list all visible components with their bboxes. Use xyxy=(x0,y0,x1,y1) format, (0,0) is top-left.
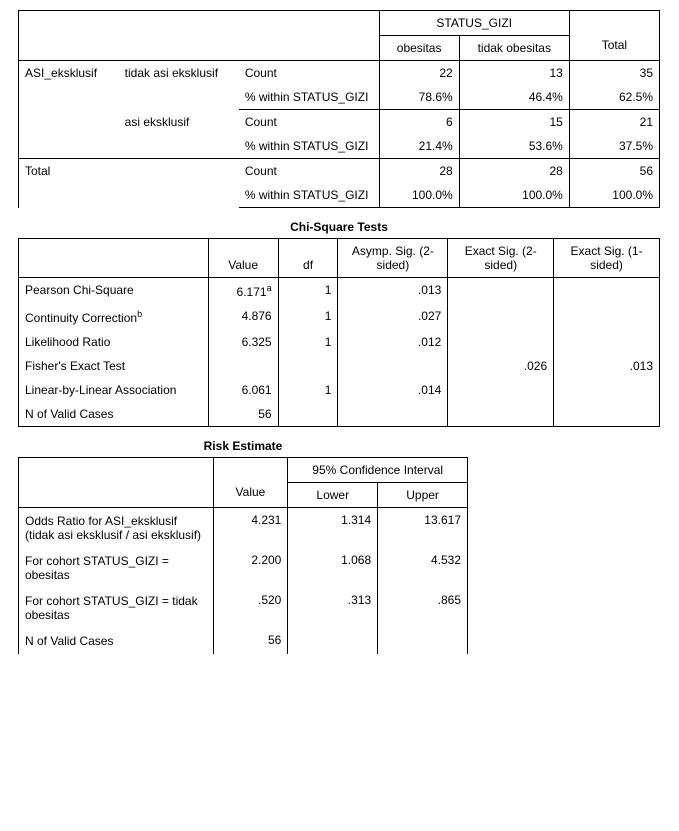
chisq-row-label: Fisher's Exact Test xyxy=(19,354,209,378)
measure-pct-3: % within STATUS_GIZI xyxy=(239,183,379,208)
chisq-cell xyxy=(448,330,554,354)
risk-cell: 4.532 xyxy=(378,548,468,588)
risk-row-label: For cohort STATUS_GIZI = obesitas xyxy=(19,548,214,588)
total-col-header: Total xyxy=(569,11,659,61)
chisq-cell xyxy=(278,354,338,378)
chisq-cell: 4.876 xyxy=(208,304,278,330)
risk-table: Value 95% Confidence Interval Lower Uppe… xyxy=(18,457,468,654)
g1-count-0: 6 xyxy=(379,110,459,135)
risk-h-0: Value xyxy=(213,458,288,508)
risk-cell: 1.068 xyxy=(288,548,378,588)
risk-cell: 56 xyxy=(213,628,288,654)
col-header-0: obesitas xyxy=(379,36,459,61)
g1-pct-2: 37.5% xyxy=(569,134,659,159)
chisq-h-0: Value xyxy=(208,239,278,278)
risk-cell: 4.231 xyxy=(213,508,288,549)
col-group-header: STATUS_GIZI xyxy=(379,11,569,36)
g1-pct-0: 21.4% xyxy=(379,134,459,159)
measure-count-2: Count xyxy=(239,110,379,135)
chisq-cell xyxy=(448,278,554,305)
tot-pct-1: 100.0% xyxy=(459,183,569,208)
chisq-cell xyxy=(208,354,278,378)
chisq-cell xyxy=(554,278,660,305)
g0-pct-0: 78.6% xyxy=(379,85,459,110)
measure-count: Count xyxy=(239,61,379,86)
chisq-cell: 6.325 xyxy=(208,330,278,354)
tot-count-2: 56 xyxy=(569,159,659,184)
risk-row-label: For cohort STATUS_GIZI = tidak obesitas xyxy=(19,588,214,628)
risk-row-label: N of Valid Cases xyxy=(19,628,214,654)
risk-ci-label: 95% Confidence Interval xyxy=(288,458,468,483)
g1-pct-1: 53.6% xyxy=(459,134,569,159)
risk-cell: 2.200 xyxy=(213,548,288,588)
chisq-cell xyxy=(338,402,448,427)
chisq-row-label: Linear-by-Linear Association xyxy=(19,378,209,402)
chisq-row-label: N of Valid Cases xyxy=(19,402,209,427)
chisq-cell xyxy=(448,402,554,427)
chisq-cell xyxy=(554,402,660,427)
chisq-row-label: Continuity Correctionb xyxy=(19,304,209,330)
chisq-cell: 6.061 xyxy=(208,378,278,402)
chisq-title: Chi-Square Tests xyxy=(18,214,660,238)
risk-row-label: Odds Ratio for ASI_eksklusif (tidak asi … xyxy=(19,508,214,549)
tot-count-0: 28 xyxy=(379,159,459,184)
chisq-cell: 1 xyxy=(278,330,338,354)
group-0-label: tidak asi eksklusif xyxy=(119,61,239,110)
col-header-1: tidak obesitas xyxy=(459,36,569,61)
chisq-cell: .026 xyxy=(448,354,554,378)
g1-count-2: 21 xyxy=(569,110,659,135)
row-var-label: ASI_eksklusif xyxy=(19,61,119,159)
g0-count-0: 22 xyxy=(379,61,459,86)
group-1-label: asi eksklusif xyxy=(119,110,239,159)
chisq-table: Value df Asymp. Sig. (2-sided) Exact Sig… xyxy=(18,238,660,427)
chisq-cell xyxy=(278,402,338,427)
crosstab-table: STATUS_GIZI Total obesitas tidak obesita… xyxy=(18,10,660,208)
g0-pct-2: 62.5% xyxy=(569,85,659,110)
tot-pct-0: 100.0% xyxy=(379,183,459,208)
chisq-cell xyxy=(554,378,660,402)
risk-cell xyxy=(378,628,468,654)
chisq-cell xyxy=(554,330,660,354)
chisq-cell: .027 xyxy=(338,304,448,330)
risk-cell xyxy=(288,628,378,654)
chisq-row-label: Pearson Chi-Square xyxy=(19,278,209,305)
chisq-h-3: Exact Sig. (2-sided) xyxy=(448,239,554,278)
chisq-cell xyxy=(554,304,660,330)
risk-cell: .520 xyxy=(213,588,288,628)
chisq-cell: .014 xyxy=(338,378,448,402)
tot-count-1: 28 xyxy=(459,159,569,184)
chisq-cell xyxy=(338,354,448,378)
chisq-cell: 1 xyxy=(278,278,338,305)
risk-cell: 13.617 xyxy=(378,508,468,549)
chisq-cell xyxy=(448,378,554,402)
chisq-h-4: Exact Sig. (1-sided) xyxy=(554,239,660,278)
risk-h-1: Lower xyxy=(288,483,378,508)
risk-cell: .313 xyxy=(288,588,378,628)
chisq-cell: 1 xyxy=(278,378,338,402)
tot-pct-2: 100.0% xyxy=(569,183,659,208)
chisq-h-2: Asymp. Sig. (2-sided) xyxy=(338,239,448,278)
chisq-cell: .013 xyxy=(554,354,660,378)
risk-cell: 1.314 xyxy=(288,508,378,549)
risk-h-2: Upper xyxy=(378,483,468,508)
chisq-cell xyxy=(448,304,554,330)
chisq-h-1: df xyxy=(278,239,338,278)
g0-count-2: 35 xyxy=(569,61,659,86)
measure-pct-2: % within STATUS_GIZI xyxy=(239,134,379,159)
g1-count-1: 15 xyxy=(459,110,569,135)
g0-pct-1: 46.4% xyxy=(459,85,569,110)
risk-cell: .865 xyxy=(378,588,468,628)
chisq-cell: 1 xyxy=(278,304,338,330)
chisq-cell: .012 xyxy=(338,330,448,354)
measure-count-3: Count xyxy=(239,159,379,184)
total-row-label: Total xyxy=(19,159,119,208)
chisq-cell: 56 xyxy=(208,402,278,427)
chisq-cell: 6.171a xyxy=(208,278,278,305)
measure-pct: % within STATUS_GIZI xyxy=(239,85,379,110)
chisq-row-label: Likelihood Ratio xyxy=(19,330,209,354)
chisq-cell: .013 xyxy=(338,278,448,305)
risk-title: Risk Estimate xyxy=(18,433,468,457)
g0-count-1: 13 xyxy=(459,61,569,86)
